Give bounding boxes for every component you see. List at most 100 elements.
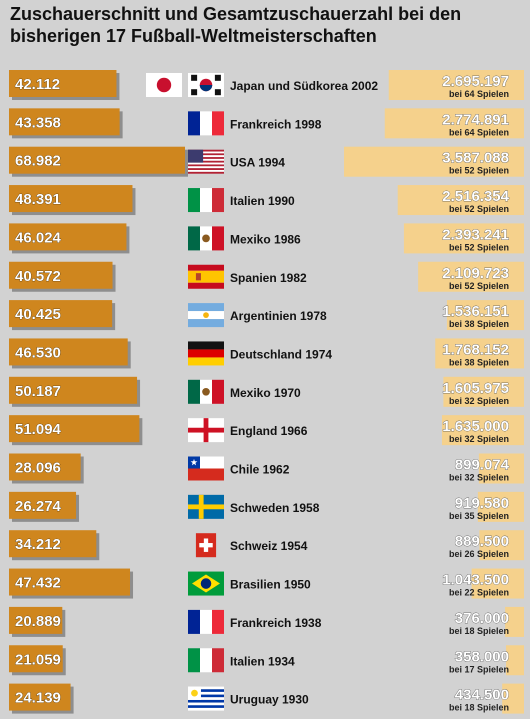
avg-bar [9,453,81,481]
sweden-flag [188,494,224,519]
switzerland-flag [195,533,217,558]
flag-canton [188,149,204,163]
total-bar [471,568,524,599]
flag-stripe [188,702,224,706]
uruguay-flag [188,686,224,711]
italy-flag [188,188,224,213]
flag-disc-half [199,85,213,92]
avg-value-label: 48.391 [15,191,61,208]
flag-trigram [214,74,221,81]
games-label: bei 52 Spielen [449,166,509,176]
tournament-label: Italien 1990 [230,194,295,208]
flag-part [188,609,200,634]
total-value-label: 376.000 [455,610,509,627]
total-value-label: 2.516.354 [442,188,509,205]
mexico-flag [188,379,224,404]
flag-stripe [188,689,224,692]
flag-part [188,349,224,358]
chile-flag [188,456,224,481]
avg-value-label: 21.059 [15,651,61,668]
flag-stripe [188,162,224,165]
total-bar [418,261,524,292]
total-bar [505,606,524,637]
flag-part [188,379,200,404]
flag-part [188,468,224,481]
total-bar [506,645,524,676]
tournament-label: Frankreich 1938 [230,616,322,630]
avg-value-label: 20.889 [15,613,61,630]
flag-part [188,188,200,213]
flag-part [212,111,224,136]
avg-value-label: 40.572 [15,268,61,285]
tournament-label: Chile 1962 [230,463,290,477]
tournament-label: England 1966 [230,424,308,438]
avg-value-label: 51.094 [15,421,62,438]
avg-value-label: 34.212 [15,536,61,553]
avg-bar [9,261,113,289]
flag-stripe [188,153,224,156]
tournament-label: Spanien 1982 [230,271,307,285]
avg-bar [9,415,140,443]
total-bar [443,376,524,407]
total-value-label: 899.074 [455,457,510,474]
japan-flag [146,73,182,97]
flag-sun [191,689,198,697]
avg-value-label: 46.024 [15,229,62,246]
total-bar [446,300,524,331]
flag-stripe [188,160,224,163]
flag-stripe [188,155,224,158]
flag-part [188,226,200,251]
games-label: bei 64 Spielen [449,89,509,99]
flag-part [188,111,200,136]
flag-stripe [188,691,224,695]
games-label: bei 35 Spielen [449,511,509,521]
avg-value-label: 28.096 [15,460,61,477]
tournament-label: Mexiko 1986 [230,232,301,246]
total-bar [441,415,524,446]
avg-value-label: 26.274 [15,498,62,515]
avg-bar [9,568,131,596]
games-label: bei 26 Spielen [449,549,509,559]
avg-bar [9,185,133,213]
france-flag [188,111,224,136]
flag-part [212,226,224,251]
games-label: bei 32 Spielen [449,434,509,444]
england-flag [188,418,224,443]
avg-value-label: 46.530 [15,344,61,361]
total-value-label: 358.000 [455,648,509,665]
total-value-label: 3.587.088 [442,150,509,167]
total-value-label: 1.768.152 [442,341,509,358]
total-value-label: 1.536.151 [442,303,509,320]
flag-cross [199,543,213,548]
avg-value-label: 68.982 [15,153,61,170]
tournament-label: Schweden 1958 [230,501,320,515]
total-value-label: 919.580 [455,495,509,512]
avg-bar [9,645,63,673]
games-label: bei 22 Spielen [449,588,509,598]
tournament-label: Uruguay 1930 [230,693,309,707]
total-value-label: 1.043.500 [442,572,509,589]
total-bar [477,491,524,522]
flag-trigram [214,89,221,96]
avg-bar [9,606,63,634]
total-value-label: 2.393.241 [442,226,509,243]
flag-trigram [191,74,198,81]
games-label: bei 52 Spielen [449,204,509,214]
tournament-label: USA 1994 [230,156,285,170]
avg-bar [9,70,117,97]
games-label: bei 17 Spielen [449,664,509,674]
flag-stripe [188,168,224,171]
flag-part [188,319,224,328]
italy-flag [188,648,224,673]
flag-part [212,188,224,213]
total-bar [388,70,524,100]
france-flag [188,609,224,634]
argentina-flag [188,303,224,328]
avg-value-label: 50.187 [15,383,61,400]
tournament-label: Mexiko 1970 [230,386,301,400]
tournament-label: Brasilien 1950 [230,578,311,592]
flag-part [200,188,212,213]
total-bar [478,453,524,484]
chart-title: Zuschauerschnitt und Gesamtzuschauerzahl… [10,4,462,46]
